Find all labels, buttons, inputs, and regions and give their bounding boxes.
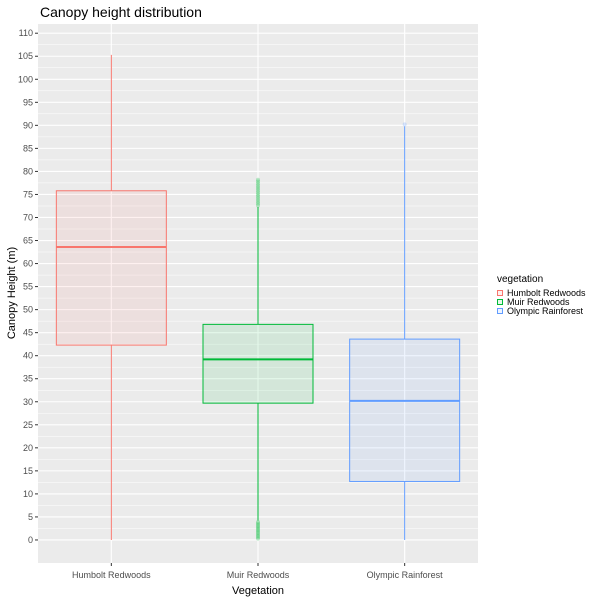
- outlier-point: [256, 194, 260, 199]
- y-tick-label: 80: [23, 166, 33, 176]
- outlier-point: [256, 526, 260, 531]
- legend-key: [497, 289, 503, 296]
- y-axis: 0 5 10 15 20 25 30 35 40 45 50 55 60 65 70 75 80 85 90 95 10…: [18, 28, 38, 545]
- x-tick-label: Muir Redwoods: [227, 570, 290, 580]
- legend-key: [497, 298, 503, 305]
- x-axis: Humbolt Redwoods Muir Redwoods Olympic Rai…: [72, 563, 443, 580]
- outlier-point: [256, 203, 260, 208]
- outlier-point: [256, 179, 260, 184]
- outlier-point: [256, 188, 260, 193]
- outlier-point: [256, 185, 260, 190]
- boxes: [55, 54, 461, 541]
- y-tick-label: 50: [23, 305, 33, 315]
- x-tick-label: Humbolt Redwoods: [72, 570, 151, 580]
- y-tick-label: 30: [23, 397, 33, 407]
- y-tick-label: 70: [23, 212, 33, 222]
- y-tick-label: 45: [23, 328, 33, 338]
- x-axis-label: Vegetation: [232, 585, 284, 597]
- x-tick-label: Olympic Rainforest: [367, 570, 444, 580]
- y-tick-label: 110: [19, 28, 33, 38]
- legend: vegetation Humbolt Redwoods Muir Redwoods…: [497, 274, 586, 316]
- box-iqr: [202, 323, 314, 404]
- y-tick-label: 0: [28, 535, 33, 545]
- outlier-point: [256, 190, 260, 195]
- outlier-point: [256, 519, 260, 524]
- outlier-point: [256, 524, 260, 529]
- outlier-point: [256, 533, 260, 538]
- outlier-point: [256, 192, 260, 197]
- outlier-point: [256, 528, 260, 533]
- legend-item: Humbolt Redwoods: [497, 287, 586, 298]
- legend-key: [497, 307, 503, 314]
- legend-item: Olympic Rainforest: [497, 305, 586, 316]
- chart-title: Canopy height distribution: [40, 4, 202, 20]
- legend-label: Humbolt Redwoods: [507, 287, 586, 298]
- outlier-point: [256, 522, 260, 527]
- outlier-point: [256, 532, 260, 537]
- legend-label: Olympic Rainforest: [507, 305, 584, 316]
- y-tick-label: 20: [23, 443, 33, 453]
- outlier-point: [256, 536, 260, 541]
- outlier-point: [256, 177, 260, 182]
- outlier-point: [256, 196, 260, 201]
- outlier-point: [256, 199, 260, 204]
- y-tick-label: 105: [18, 51, 33, 61]
- y-tick-label: 65: [23, 236, 33, 246]
- y-tick-label: 85: [23, 143, 33, 153]
- legend-items: Humbolt Redwoods Muir Redwoods Olympic Rai…: [497, 287, 586, 316]
- box-group: [55, 54, 167, 540]
- y-tick-label: 100: [18, 74, 33, 84]
- y-tick-label: 35: [23, 374, 33, 384]
- outlier-point: [256, 201, 260, 206]
- outlier-point: [256, 183, 260, 188]
- legend-title: vegetation: [497, 274, 544, 285]
- outlier-point: [256, 525, 260, 530]
- y-tick-label: 25: [23, 420, 33, 430]
- y-axis-label: Canopy Height (m): [6, 247, 18, 339]
- outlier-point: [402, 122, 407, 127]
- outlier-point: [256, 535, 260, 540]
- legend-item: Muir Redwoods: [497, 296, 586, 307]
- outlier-point: [256, 186, 260, 191]
- box-iqr: [349, 338, 461, 482]
- legend-label: Muir Redwoods: [507, 296, 570, 307]
- outlier-point: [256, 531, 260, 536]
- y-tick-label: 60: [23, 259, 33, 269]
- box-group: [349, 122, 461, 540]
- y-tick-label: 75: [23, 189, 33, 199]
- y-tick-label: 15: [23, 466, 33, 476]
- y-tick-label: 55: [23, 282, 33, 292]
- outlier-point: [256, 181, 260, 186]
- y-tick-label: 40: [23, 351, 33, 361]
- outlier-point: [256, 197, 260, 202]
- box-iqr: [55, 190, 167, 346]
- y-tick-label: 90: [23, 120, 33, 130]
- y-tick-label: 95: [23, 97, 33, 107]
- y-tick-label: 5: [28, 512, 33, 522]
- y-tick-label: 10: [23, 489, 33, 499]
- box-group: [202, 177, 314, 541]
- outlier-point: [256, 529, 260, 534]
- outlier-point: [256, 521, 260, 526]
